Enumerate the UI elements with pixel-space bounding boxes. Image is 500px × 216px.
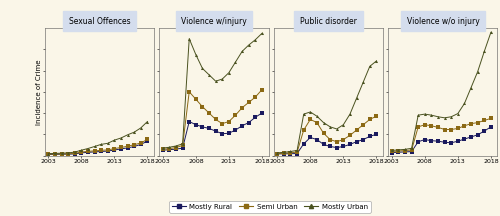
Title: Violence w/injury: Violence w/injury bbox=[181, 17, 247, 26]
Title: Public disorder: Public disorder bbox=[300, 17, 357, 26]
Legend: Mostly Rural, Semi Urban, Mostly Urban: Mostly Rural, Semi Urban, Mostly Urban bbox=[170, 201, 370, 213]
Title: Violence w/o injury: Violence w/o injury bbox=[406, 17, 480, 26]
Y-axis label: Incidence of Crime: Incidence of Crime bbox=[36, 59, 42, 125]
Title: Sexual Offences: Sexual Offences bbox=[68, 17, 130, 26]
